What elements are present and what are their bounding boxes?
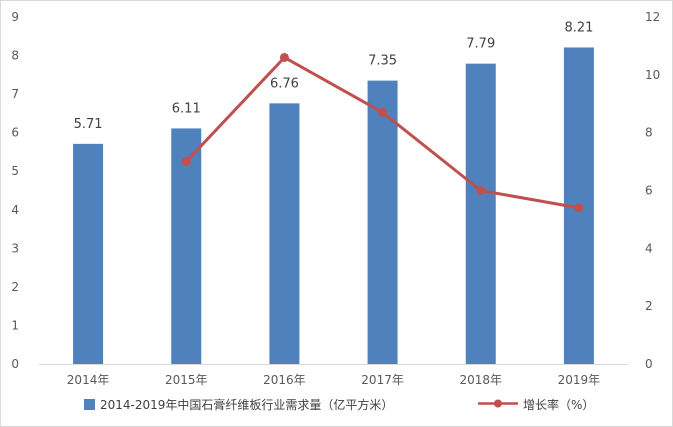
left-axis-tick-label: 5 xyxy=(11,164,19,178)
right-axis-tick-label: 12 xyxy=(645,10,660,24)
right-axis-tick-label: 8 xyxy=(645,126,653,140)
right-axis-tick-label: 6 xyxy=(645,184,653,198)
x-axis-tick-label: 2016年 xyxy=(263,373,306,387)
left-axis-tick-label: 2 xyxy=(11,280,19,294)
growth-rate-point xyxy=(476,186,486,195)
right-axis-tick-label: 2 xyxy=(645,299,653,313)
bar-data-label: 7.35 xyxy=(368,54,397,69)
left-axis-tick-label: 6 xyxy=(11,126,19,140)
right-axis-tick-label: 10 xyxy=(645,68,660,82)
left-axis-tick-label: 4 xyxy=(11,203,19,217)
x-axis-tick-label: 2014年 xyxy=(67,373,110,387)
growth-rate-point xyxy=(574,203,584,213)
growth-rate-point xyxy=(181,157,191,167)
growth-rate-point xyxy=(279,52,289,62)
growth-rate-point xyxy=(378,107,388,117)
bar xyxy=(73,143,104,364)
bar-series xyxy=(73,47,594,364)
bar-data-label: 8.21 xyxy=(564,20,593,35)
bar xyxy=(269,103,300,364)
left-axis-tick-label: 0 xyxy=(11,357,19,371)
bar xyxy=(171,128,202,364)
bar xyxy=(367,80,398,364)
left-axis-labels: 0 1 2 3 4 5 6 7 8 9 xyxy=(11,10,19,371)
bar-data-label: 6.11 xyxy=(172,101,201,116)
legend-bar-swatch xyxy=(84,399,95,410)
left-axis-tick-label: 8 xyxy=(11,49,19,63)
right-axis-tick-label: 4 xyxy=(645,241,653,255)
bar-data-labels: 5.71 6.11 6.76 7.35 7.79 8.21 xyxy=(74,20,594,131)
x-axis-tick-label: 2017年 xyxy=(361,373,404,387)
bar-data-label: 6.76 xyxy=(270,76,299,91)
right-axis-tick-label: 0 xyxy=(645,357,653,371)
bar-data-label: 7.79 xyxy=(466,37,495,52)
legend-line-marker xyxy=(494,399,502,408)
x-axis-tick-label: 2019年 xyxy=(558,373,601,387)
bar-data-label: 5.71 xyxy=(74,117,103,132)
left-axis-tick-label: 3 xyxy=(11,241,19,255)
x-axis-tick-label: 2015年 xyxy=(165,373,208,387)
line-series xyxy=(181,52,584,213)
bar xyxy=(465,63,496,364)
left-axis-tick-label: 1 xyxy=(11,318,19,332)
legend-bar-label: 2014-2019年中国石膏纤维板行业需求量（亿平方米） xyxy=(100,397,393,412)
x-axis-labels: 2014年 2015年 2016年 2017年 2018年 2019年 xyxy=(67,373,600,387)
x-axis-tick-label: 2018年 xyxy=(459,373,502,387)
legend: 2014-2019年中国石膏纤维板行业需求量（亿平方米） 增长率（%） xyxy=(84,397,594,412)
legend-line-label: 增长率（%） xyxy=(523,397,594,412)
left-axis-tick-label: 7 xyxy=(11,87,19,101)
right-axis-labels: 0 2 4 6 8 10 12 xyxy=(645,10,660,371)
left-axis-tick-label: 9 xyxy=(11,10,19,24)
